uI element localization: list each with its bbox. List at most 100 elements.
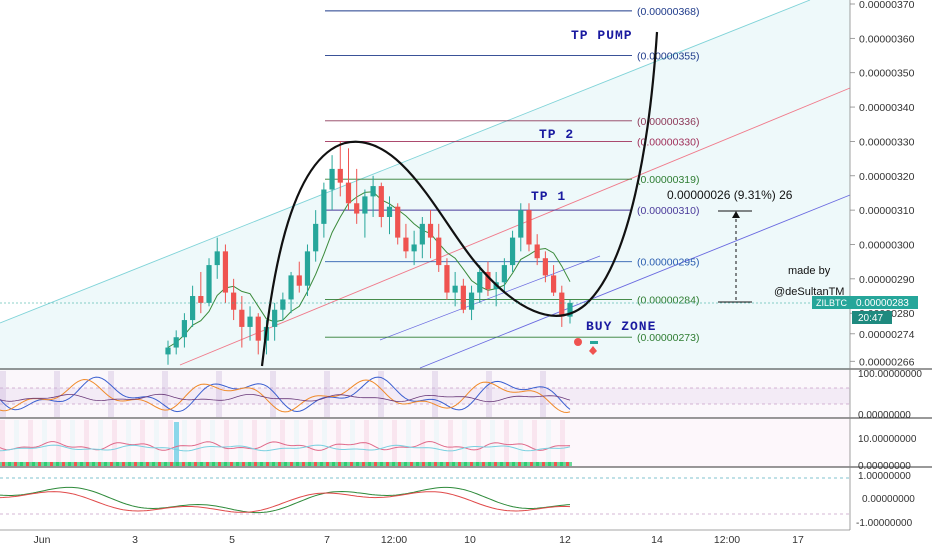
buy-zone-label: BUY ZONE: [586, 319, 656, 334]
candle-body: [550, 275, 557, 293]
channel-low-line: [419, 194, 851, 369]
fib-level-label: (0.00000355): [637, 51, 699, 63]
candle-body: [444, 265, 450, 293]
time-tick-label: 12:00: [381, 534, 407, 546]
fib-levels: (0.00000368) (0.00000355) (0.00000336) (0.0…: [325, 6, 699, 344]
osc-axis-mid: 0.00000000: [862, 494, 915, 505]
author-label: @deSultanTM: [774, 286, 844, 298]
price-tick-label: 0.00000310: [859, 205, 915, 217]
rsi-axis-bottom: 0.00000000: [858, 410, 911, 421]
fib-level-label: (0.00000295): [637, 257, 699, 269]
price-range-measure: [718, 210, 752, 303]
fib-level-label: (0.00000319): [637, 174, 699, 186]
fib-level-label: (0.00000330): [637, 136, 699, 148]
osc-axis-top: 1.00000000: [858, 471, 911, 482]
time-tick-label: 3: [132, 534, 138, 546]
svg-text:0.00000283: 0.00000283: [856, 298, 909, 309]
candle-body: [567, 302, 573, 317]
candle-body: [239, 309, 245, 327]
price-tick-label: 0.00000370: [859, 0, 915, 11]
candle-body: [362, 196, 368, 214]
candle-body: [468, 292, 475, 310]
forecast-marker: [590, 341, 598, 344]
channel-mid-line: [179, 87, 851, 366]
candle-body: [165, 347, 171, 355]
fib-level-label: (0.00000273): [637, 332, 699, 344]
candle-body: [452, 285, 458, 293]
made-by-label: made by: [788, 265, 831, 277]
candle-body: [370, 186, 376, 197]
osc-axis-bottom: -1.00000000: [856, 518, 913, 529]
candle-body: [231, 292, 237, 310]
candle-body: [247, 316, 253, 327]
candle-body: [329, 168, 335, 190]
candle-body: [222, 251, 229, 293]
candle-body: [255, 316, 261, 341]
time-tick-label: 14: [651, 534, 663, 546]
candle-body: [337, 168, 343, 183]
candle-body: [296, 275, 302, 286]
candle-body: [304, 251, 311, 286]
vol-axis-top: 10.00000000: [858, 434, 917, 445]
oscillator-panel: [0, 468, 850, 528]
volume-panel: [0, 419, 850, 467]
price-tick-label: 0.00000290: [859, 274, 915, 286]
fib-level-label: (0.00000368): [637, 6, 699, 18]
candle-body: [378, 186, 384, 217]
vol-axis-bottom: 0.00000000: [858, 461, 911, 472]
rsi-axis-top: 100.00000000: [858, 369, 922, 380]
forecast-diamond: [589, 346, 597, 355]
measure-label: 0.00000026 (9.31%) 26: [667, 188, 793, 202]
tp-pump-label: TP PUMP: [571, 28, 633, 43]
time-tick-label: 17: [792, 534, 804, 546]
candle-body: [403, 237, 409, 252]
time-tick-label: 12:00: [714, 534, 740, 546]
fib-level-label: (0.00000310): [637, 205, 699, 217]
time-tick-label: 7: [324, 534, 330, 546]
rsi-panel: [0, 370, 850, 418]
svg-text:20:47: 20:47: [858, 313, 883, 324]
cup-pattern-curve: [260, 31, 659, 367]
candle-body: [354, 203, 360, 214]
fib-level-label: (0.00000336): [637, 116, 699, 128]
candlestick-series: [165, 141, 573, 365]
time-tick-label: 10: [464, 534, 476, 546]
price-tick-label: 0.00000350: [859, 68, 915, 80]
candle-body: [501, 265, 507, 283]
candle-body: [280, 299, 286, 310]
candle-body: [542, 258, 548, 276]
time-tick-label: Jun: [34, 534, 51, 546]
candle-body: [386, 206, 393, 217]
candle-body: [173, 337, 179, 348]
candle-body: [313, 223, 319, 252]
time-axis[interactable]: Jun 3 5 7 12:00 10 12 14 12:00 17: [34, 534, 804, 546]
candle-body: [206, 265, 212, 303]
price-tick-label: 0.00000300: [859, 239, 915, 251]
candle-body: [181, 320, 188, 338]
moving-average-line: [167, 191, 571, 348]
forecast-dot: [574, 338, 582, 346]
candle-body: [436, 237, 442, 266]
time-tick-label: 5: [229, 534, 235, 546]
last-price-badge: ZILBTC 0.00000283 20:47: [812, 296, 918, 324]
candle-body: [477, 271, 483, 293]
candle-body: [345, 182, 352, 204]
candle-body: [321, 189, 327, 224]
candle-body: [460, 285, 466, 310]
tp1-label: TP 1: [531, 189, 566, 204]
candle-body: [509, 237, 516, 266]
candle-body: [214, 251, 220, 266]
candle-body: [526, 210, 532, 245]
price-tick-label: 0.00000360: [859, 33, 915, 45]
price-tick-label: 0.00000274: [859, 329, 915, 341]
candle-body: [485, 271, 491, 290]
tp2-label: TP 2: [539, 127, 574, 142]
price-channel-fill: [0, 0, 850, 370]
candle-body: [395, 206, 401, 238]
candle-body: [198, 296, 204, 303]
price-tick-label: 0.00000320: [859, 171, 915, 183]
price-tick-label: 0.00000266: [859, 356, 915, 368]
candle-body: [288, 275, 294, 300]
candle-body: [427, 223, 434, 238]
